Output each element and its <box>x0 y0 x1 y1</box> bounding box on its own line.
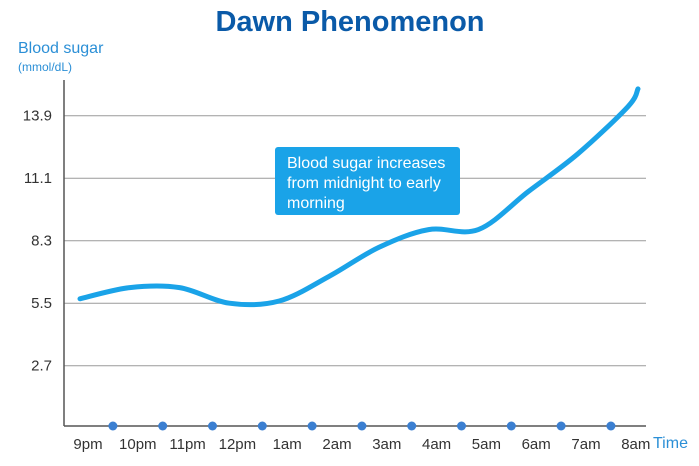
y-axis-unit: (mmol/dL) <box>18 60 72 74</box>
y-tick-label: 11.1 <box>24 170 52 187</box>
annotation-text-line: from midnight to early <box>287 175 441 192</box>
x-axis-dot <box>108 421 118 431</box>
x-tick-label: 2am <box>322 436 351 453</box>
x-axis-dot <box>556 421 566 431</box>
x-tick-label: 5am <box>472 436 501 453</box>
y-tick-label: 13.9 <box>23 108 52 125</box>
y-tick-labels: 2.7 5.5 8.3 11.1 13.9 <box>23 108 52 375</box>
annotation-text-line: morning <box>287 195 345 212</box>
x-axis-dot <box>506 421 516 431</box>
y-axis-label: Blood sugar <box>18 40 104 57</box>
x-tick-label: 7am <box>571 436 600 453</box>
x-tick-label: 11pm <box>169 436 205 453</box>
annotation-box <box>275 147 460 215</box>
x-tick-label: 4am <box>422 436 451 453</box>
x-axis-dots <box>108 421 616 431</box>
annotation-callout: Blood sugar increases from midnight to ea… <box>275 147 460 215</box>
blood-sugar-line <box>77 86 641 308</box>
y-tick-label: 5.5 <box>31 295 52 312</box>
x-axis-label: Time <box>653 435 688 452</box>
x-tick-label: 3am <box>372 436 401 453</box>
chart-title: Dawn Phenomenon <box>215 6 484 38</box>
annotation-text-line: Blood sugar increases <box>287 155 445 172</box>
y-tick-label: 2.7 <box>31 358 52 375</box>
x-tick-label: 12pm <box>219 436 257 453</box>
x-axis-dot <box>457 421 466 431</box>
x-tick-label: 10pm <box>119 436 157 453</box>
x-axis-dot <box>158 421 168 431</box>
x-axis-dot <box>307 421 317 431</box>
x-axis-dot <box>257 421 267 431</box>
x-tick-label: 6am <box>522 436 551 453</box>
x-tick-label: 1am <box>273 436 302 453</box>
x-axis-dot <box>606 421 616 431</box>
x-tick-labels: 9pm 10pm 11pm 12pm 1am 2am 3am 4am 5am 6am 7am 8am <box>73 436 650 453</box>
x-axis-dot <box>357 421 367 431</box>
x-axis-dot <box>407 421 417 431</box>
x-tick-label: 8am <box>621 436 650 453</box>
x-tick-label: 9pm <box>73 436 102 453</box>
annotation-text: Blood sugar increases from midnight to ea… <box>287 155 445 212</box>
x-axis-dot <box>208 421 217 431</box>
y-tick-label: 8.3 <box>31 233 52 250</box>
